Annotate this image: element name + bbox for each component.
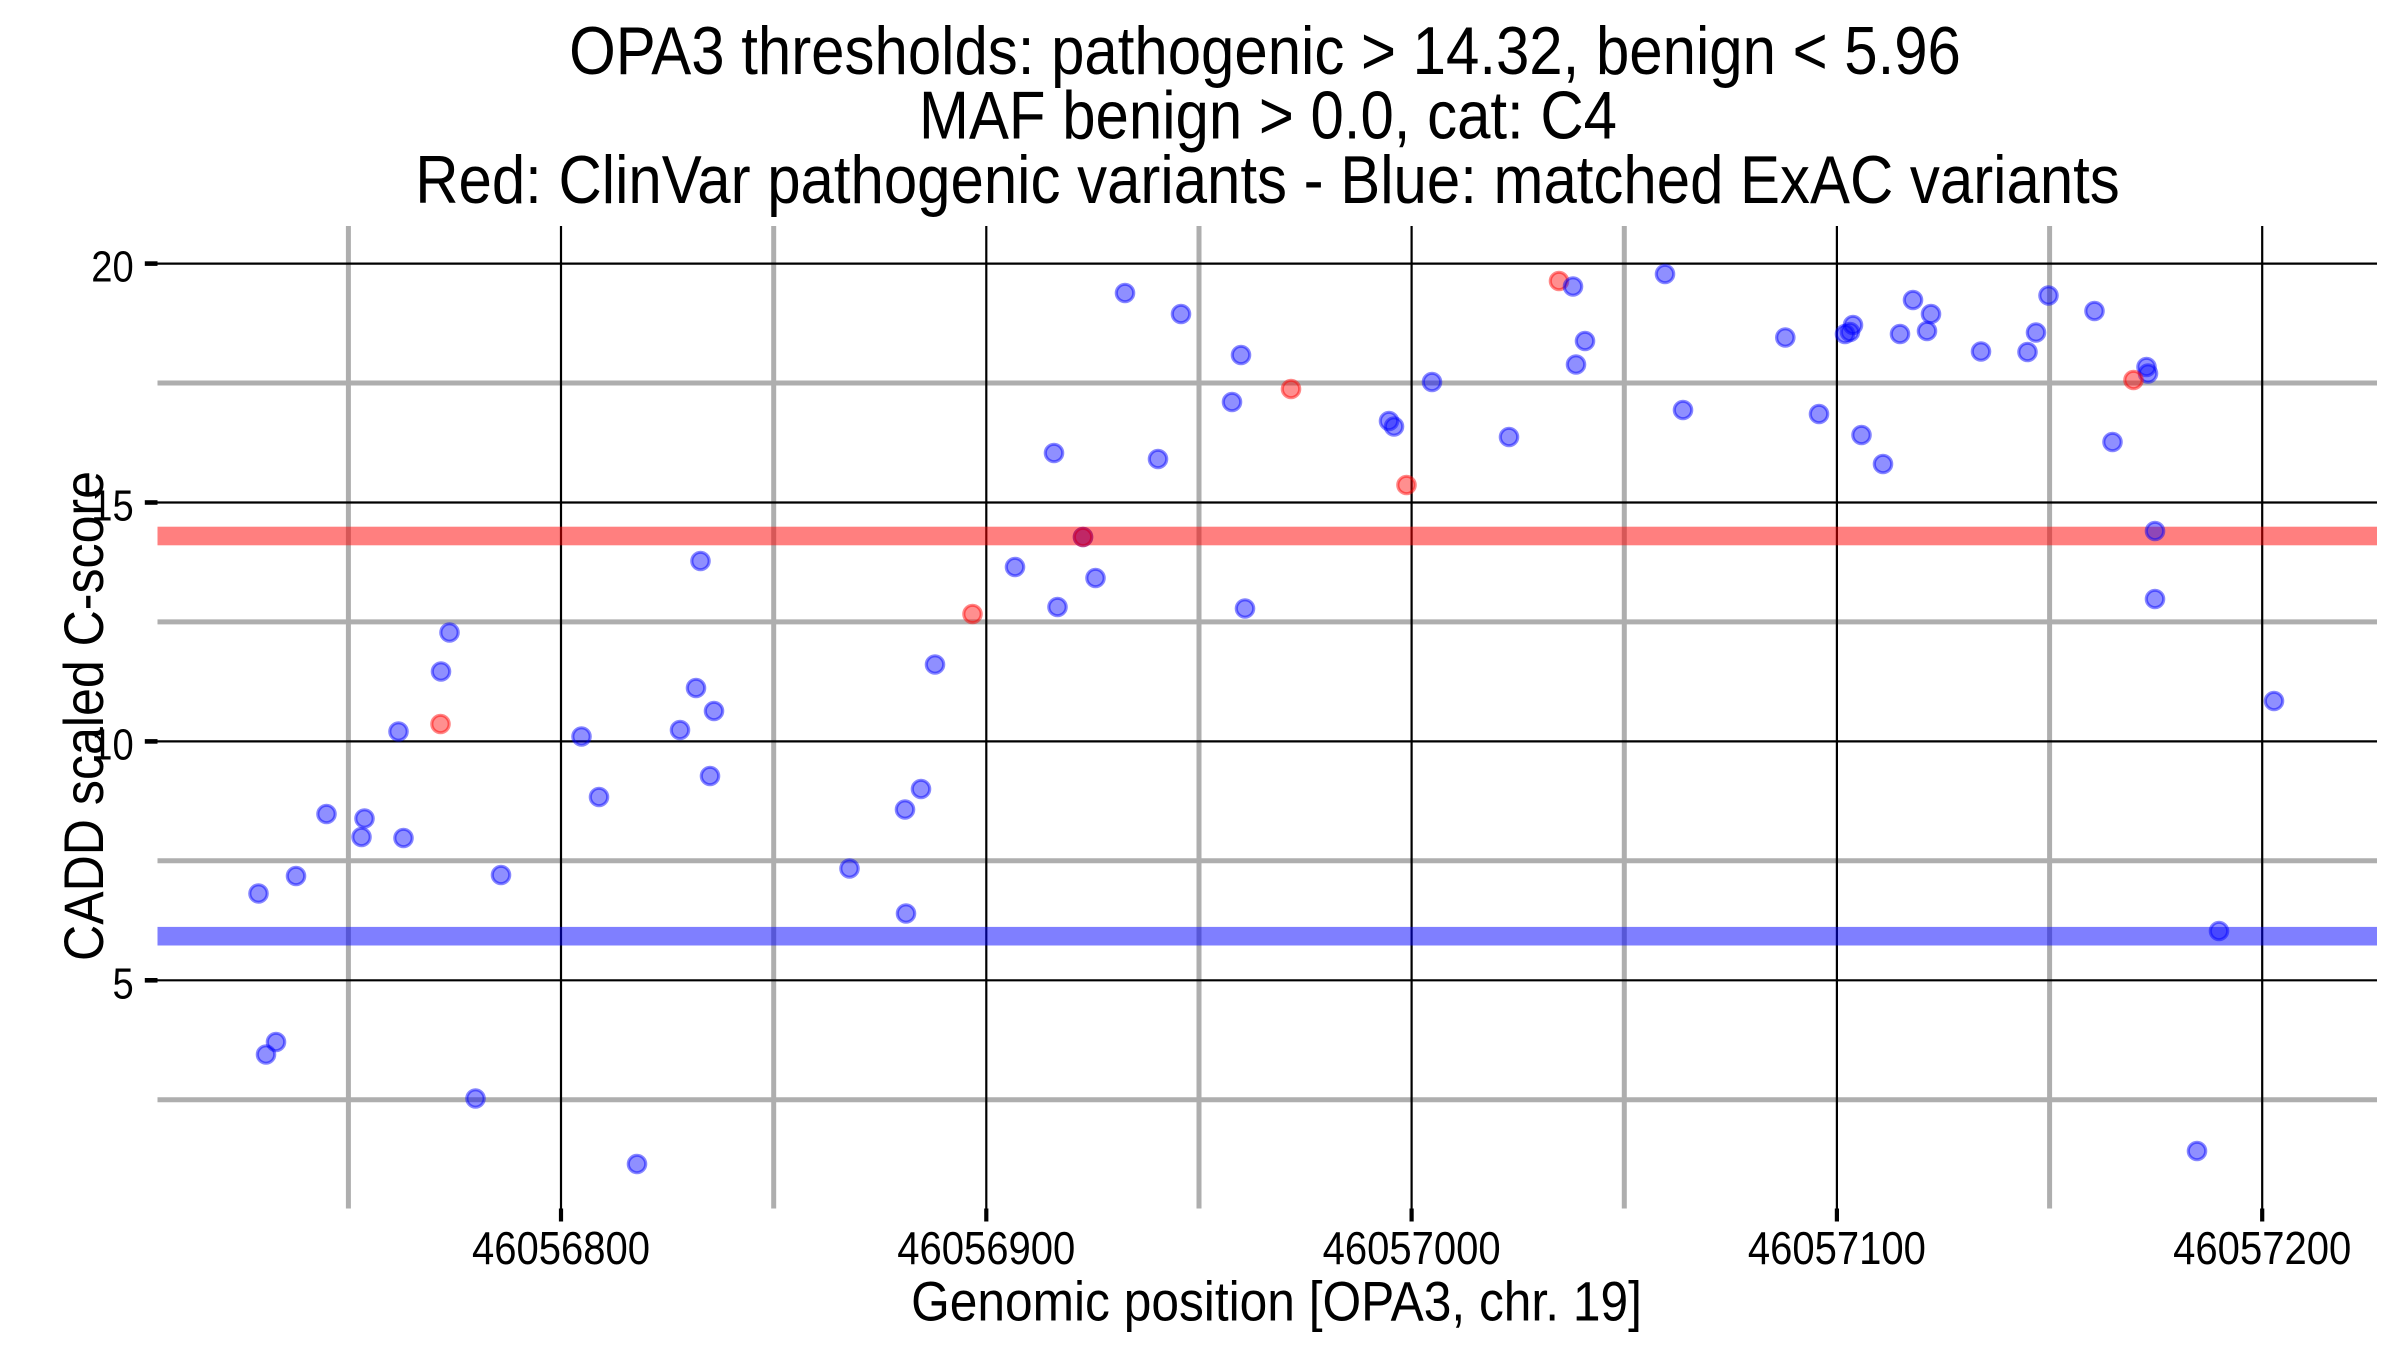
svg-text:10: 10: [91, 720, 133, 769]
svg-text:MAF benign > 0.0, cat: C4: MAF benign > 0.0, cat: C4: [919, 77, 1617, 153]
svg-text:5: 5: [113, 959, 134, 1008]
svg-text:46057100: 46057100: [1748, 1223, 1926, 1274]
svg-text:15: 15: [91, 481, 133, 530]
svg-text:20: 20: [91, 242, 133, 291]
svg-text:46056900: 46056900: [897, 1223, 1075, 1274]
svg-text:Red: ClinVar pathogenic varian: Red: ClinVar pathogenic variants - Blue:…: [415, 142, 2120, 218]
svg-text:46057000: 46057000: [1323, 1223, 1501, 1274]
svg-text:46057200: 46057200: [2173, 1223, 2351, 1274]
svg-text:Genomic position [OPA3, chr. 1: Genomic position [OPA3, chr. 19]: [911, 1271, 1642, 1333]
svg-text:46056800: 46056800: [472, 1223, 650, 1274]
svg-text:OPA3 thresholds: pathogenic >: OPA3 thresholds: pathogenic > 14.32, ben…: [569, 13, 1961, 89]
svg-text:CADD scaled C-score: CADD scaled C-score: [53, 471, 115, 961]
